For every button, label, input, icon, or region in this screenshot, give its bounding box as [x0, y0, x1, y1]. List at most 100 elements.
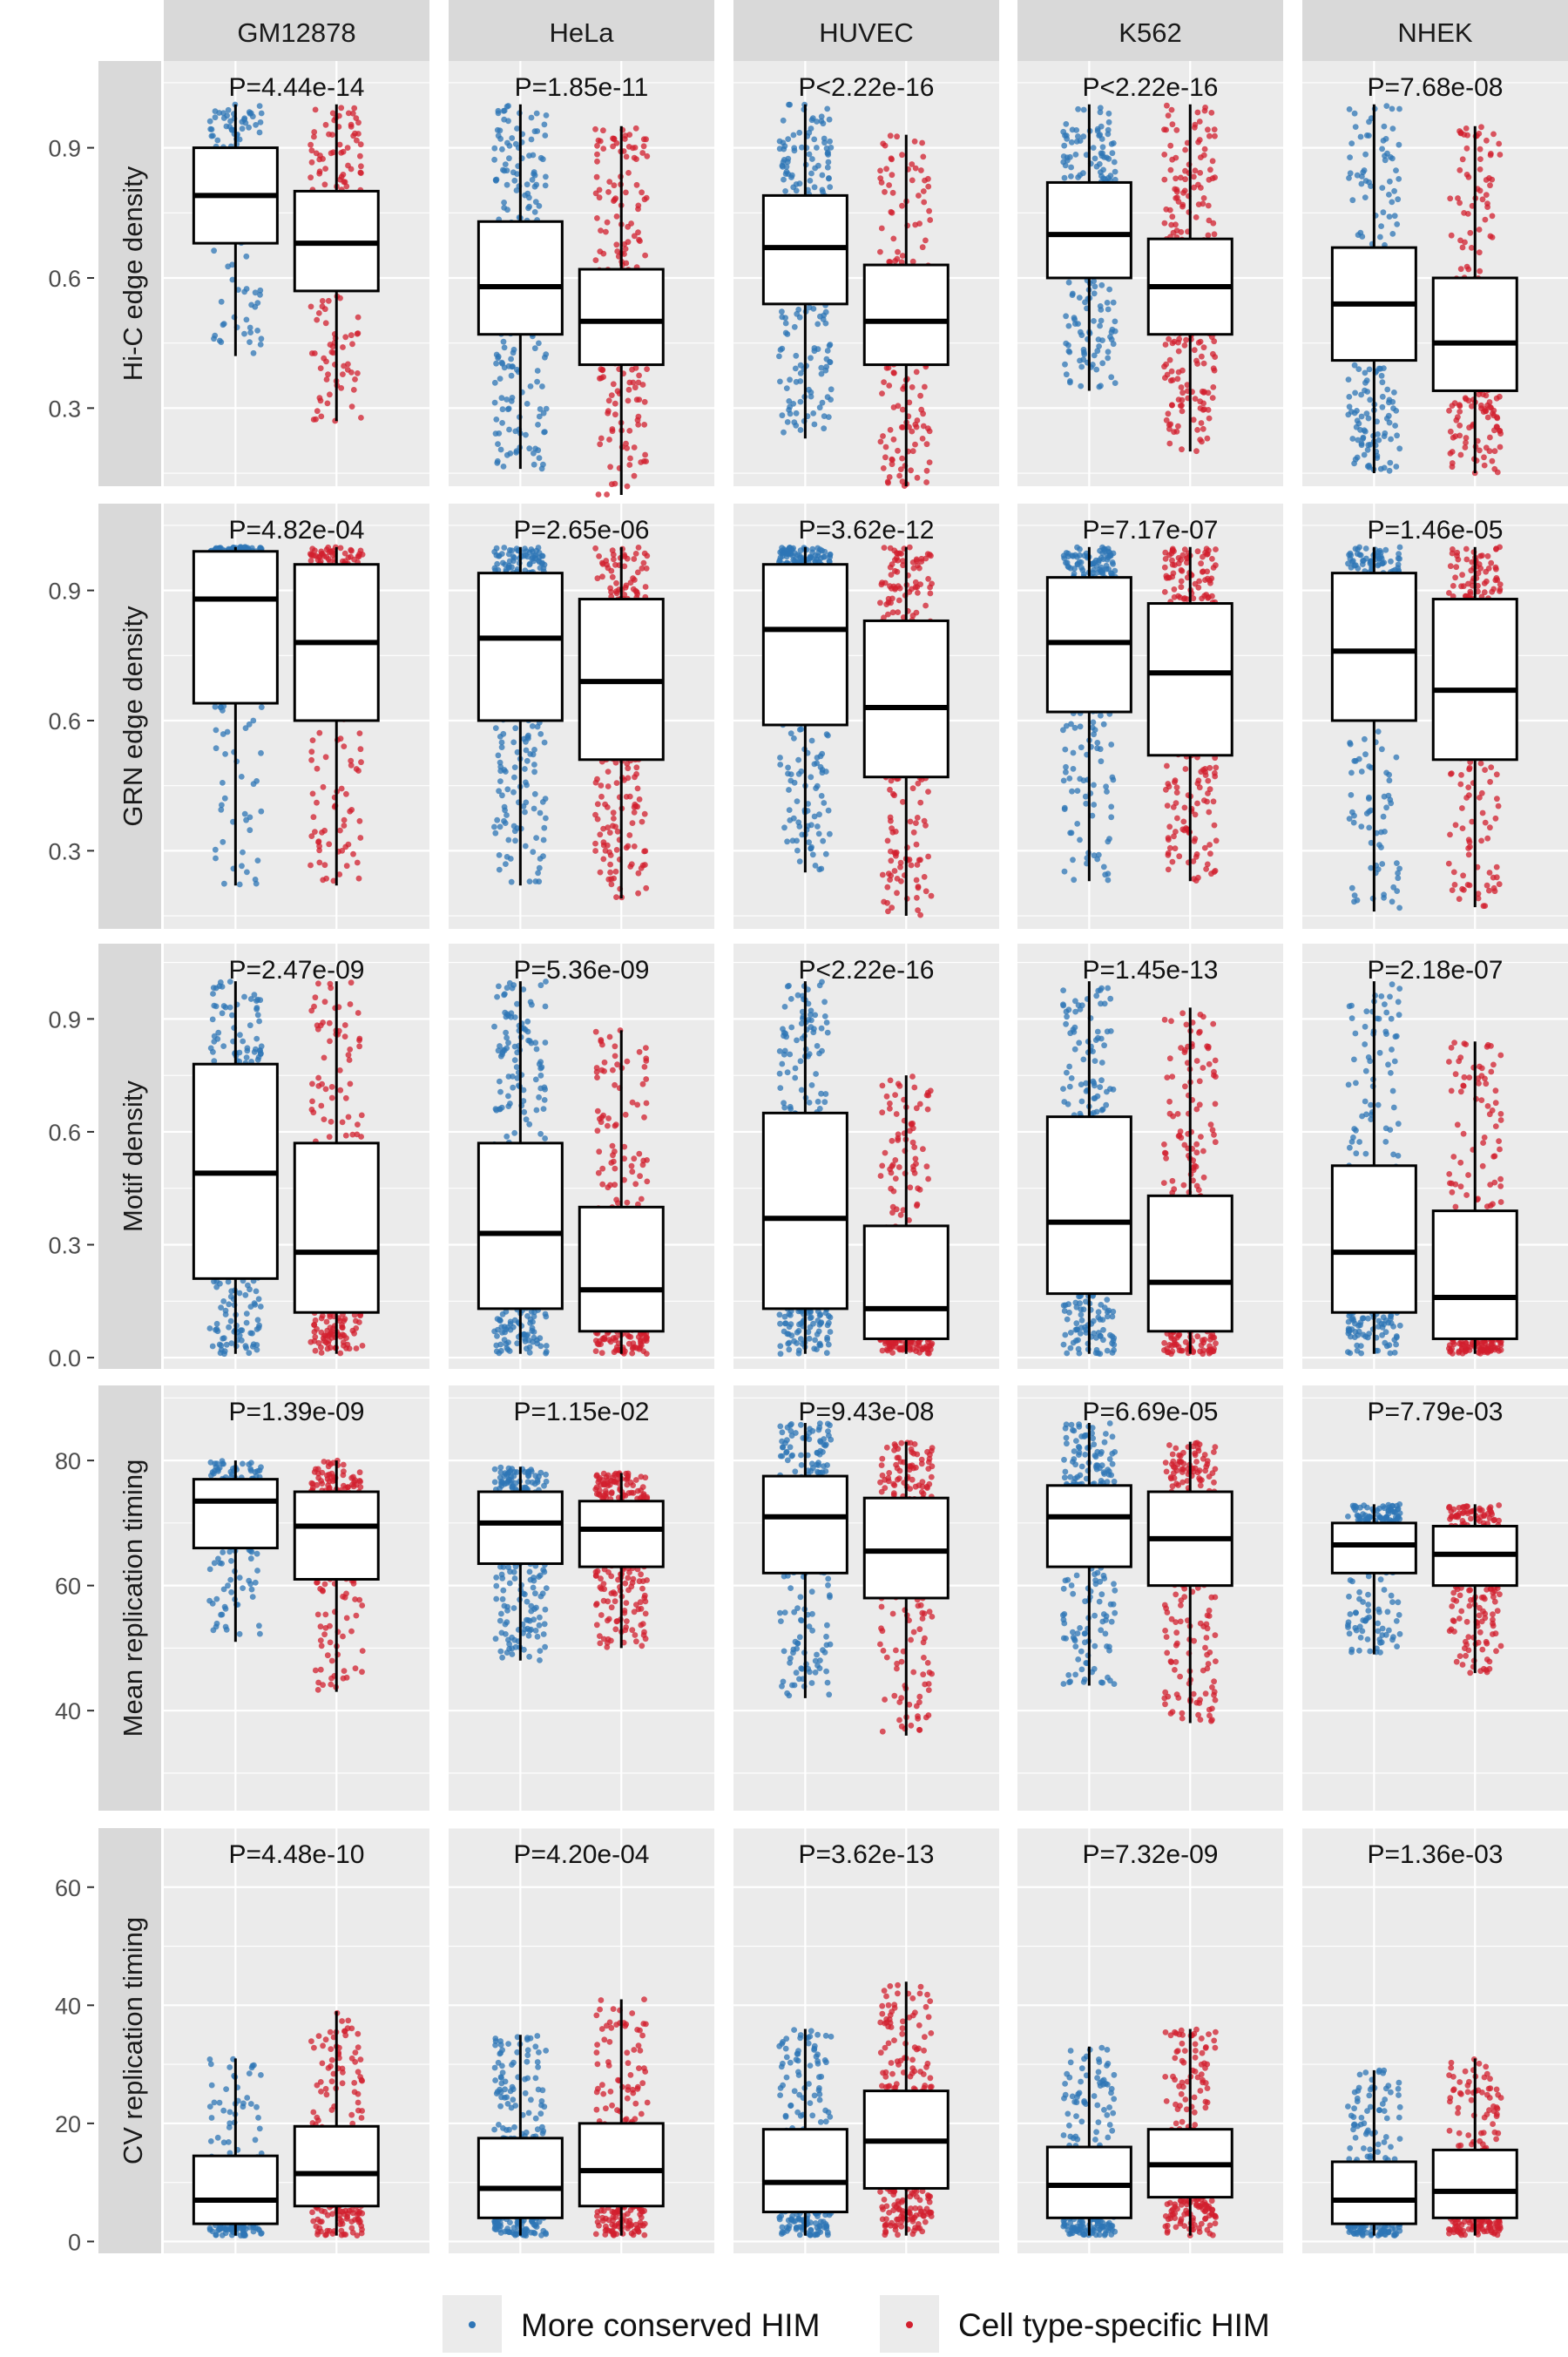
data-point — [644, 195, 650, 201]
data-point — [530, 177, 536, 183]
data-point — [821, 800, 827, 806]
data-point — [1497, 428, 1503, 434]
data-point — [892, 868, 898, 874]
data-point — [1195, 110, 1201, 116]
data-point — [537, 414, 543, 420]
y-tick-label: 0.3 — [48, 838, 81, 864]
data-point — [1097, 161, 1103, 167]
data-point — [534, 128, 540, 134]
data-point — [912, 442, 918, 448]
data-point — [506, 552, 512, 558]
data-point — [1066, 349, 1072, 356]
data-point — [1212, 231, 1218, 237]
data-point — [1380, 404, 1386, 410]
data-point — [642, 452, 648, 458]
data-point — [1068, 721, 1074, 728]
data-point — [1355, 366, 1362, 372]
data-point — [1392, 423, 1398, 429]
data-point — [259, 111, 265, 117]
data-point — [1192, 838, 1198, 844]
data-point — [497, 136, 504, 142]
data-point — [1477, 227, 1483, 233]
data-point — [493, 178, 499, 184]
data-point — [314, 317, 320, 323]
data-point — [1195, 781, 1201, 787]
data-point — [1179, 568, 1186, 574]
data-point — [888, 427, 894, 433]
data-point — [1200, 200, 1206, 207]
data-point — [607, 862, 613, 868]
data-point — [1112, 328, 1119, 335]
data-point — [499, 551, 505, 557]
data-point — [211, 247, 217, 254]
data-point — [883, 444, 889, 450]
data-point — [612, 401, 618, 407]
data-point — [1192, 347, 1198, 353]
data-point — [908, 467, 914, 473]
data-point — [601, 839, 607, 845]
data-point — [914, 557, 920, 563]
data-point — [1166, 441, 1173, 447]
data-point — [1092, 284, 1098, 290]
data-point — [917, 912, 923, 918]
data-point — [341, 817, 348, 823]
data-point — [824, 106, 830, 112]
data-point — [1161, 152, 1167, 158]
data-point — [598, 436, 605, 442]
data-point — [819, 371, 825, 377]
data-point — [498, 447, 504, 453]
data-point — [929, 581, 935, 587]
data-point — [1182, 805, 1188, 811]
data-point — [879, 226, 885, 232]
data-point — [794, 848, 801, 854]
data-point — [1386, 413, 1392, 419]
data-point — [1063, 121, 1069, 127]
data-point — [533, 182, 539, 188]
data-point — [1193, 167, 1199, 173]
data-point — [1201, 344, 1207, 350]
data-point — [889, 461, 896, 467]
data-point — [1201, 797, 1207, 803]
data-point — [1380, 394, 1386, 400]
data-point — [823, 309, 829, 315]
data-point — [1346, 175, 1352, 181]
data-point — [597, 831, 603, 837]
data-point — [783, 321, 789, 327]
data-point — [1463, 396, 1470, 403]
data-point — [1165, 803, 1171, 809]
data-point — [1464, 146, 1470, 152]
data-point — [786, 787, 792, 793]
data-point — [883, 166, 889, 172]
data-point — [633, 764, 639, 770]
data-point — [1206, 416, 1213, 422]
data-point — [792, 780, 798, 786]
data-point — [1481, 454, 1487, 460]
data-point — [541, 430, 547, 436]
data-point — [1452, 433, 1458, 439]
data-point — [1100, 167, 1106, 173]
data-point — [349, 341, 355, 347]
data-point — [316, 848, 322, 854]
data-point — [877, 599, 883, 606]
data-point — [510, 349, 517, 356]
data-point — [342, 844, 348, 850]
data-point — [512, 837, 518, 843]
row-label: GRN edge density — [118, 606, 148, 827]
y-tick-label: 0.6 — [48, 708, 81, 735]
data-point — [1381, 209, 1387, 215]
data-point — [797, 727, 803, 733]
data-point — [881, 899, 887, 905]
data-point — [343, 791, 349, 797]
data-point — [1210, 384, 1216, 390]
data-point — [1073, 152, 1079, 158]
data-point — [796, 771, 802, 777]
data-point — [355, 331, 361, 337]
data-point — [882, 545, 888, 551]
data-point — [1112, 380, 1119, 386]
box — [864, 265, 948, 365]
data-point — [814, 145, 820, 151]
data-point — [889, 904, 895, 911]
data-point — [544, 112, 550, 119]
